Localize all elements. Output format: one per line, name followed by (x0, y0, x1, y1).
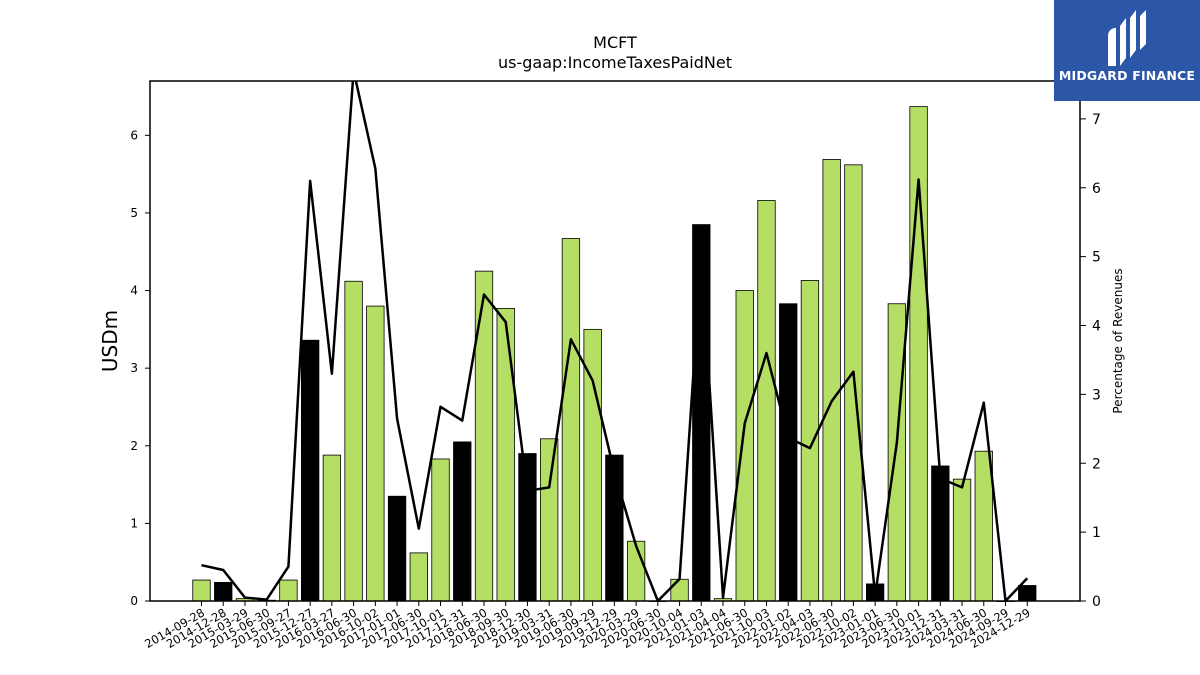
bar-2019-12-29 (605, 454, 624, 602)
plot-frame (149, 80, 1081, 602)
bar-2022-01-02 (779, 303, 798, 602)
y-tick-label: 4 (130, 284, 138, 298)
y-tick-label: 3 (130, 361, 138, 375)
bar-2017-12-31 (453, 441, 472, 602)
bar-2015-09-27 (279, 579, 298, 602)
bar-2016-10-02 (366, 305, 385, 602)
bar-2014-09-28 (192, 579, 211, 602)
bar-2024-12-29 (1018, 585, 1037, 602)
midgard-logo-icon (1108, 10, 1146, 66)
chart-subtitle: us-gaap:IncomeTaxesPaidNet (498, 53, 732, 72)
bar-2016-06-30 (344, 280, 363, 602)
logo-text: MIDGARD FINANCE (1058, 68, 1196, 83)
bar-2018-06-30 (474, 270, 494, 602)
bar-2018-09-30 (496, 308, 515, 602)
bar-2014-12-28 (214, 581, 233, 602)
bar-2022-06-30 (822, 158, 841, 602)
y2-tick-label: 3 (1092, 387, 1101, 403)
revenue-percentage-line (201, 81, 1029, 601)
x-axis: 2014-09-282014-12-282015-03-292015-06-30… (142, 601, 1033, 651)
bar-2016-03-27 (322, 454, 342, 602)
y2-tick-label: 1 (1092, 525, 1101, 541)
bar-2023-12-31 (931, 465, 950, 602)
bar-2024-06-30 (974, 450, 993, 602)
chart-title: MCFT (593, 33, 637, 52)
bar-2019-06-30 (561, 238, 581, 602)
bar-2015-12-27 (300, 339, 320, 602)
y2-tick-label: 0 (1092, 594, 1101, 610)
bar-2021-01-03 (692, 224, 711, 602)
bar-2020-03-29 (626, 540, 646, 602)
bar-2022-04-03 (800, 280, 820, 602)
bars-group (192, 106, 1037, 602)
y-tick-label: 1 (130, 516, 138, 530)
y2-tick-label: 2 (1092, 456, 1101, 472)
y2-tick-label: 6 (1092, 181, 1101, 197)
bar-2023-06-30 (887, 303, 907, 602)
bar-2021-10-03 (757, 200, 776, 602)
bar-2021-06-30 (735, 290, 754, 602)
brand-logo: MIDGARD FINANCE (1054, 0, 1200, 101)
y2-axis-label: Percentage of Revenues (1111, 268, 1125, 413)
y2-tick-label: 4 (1092, 319, 1101, 335)
bar-2019-03-31 (540, 438, 559, 602)
y-axis-label: USDm (98, 310, 122, 372)
y-tick-label: 2 (130, 439, 138, 453)
bar-2017-10-01 (431, 458, 450, 602)
y2-tick-label: 7 (1092, 112, 1101, 128)
y-tick-label: 6 (130, 128, 138, 142)
y-tick-label: 5 (130, 206, 138, 220)
right-axis: 0 1 2 3 4 5 6 7 (1080, 112, 1101, 610)
y2-tick-label: 5 (1092, 250, 1101, 266)
bar-2018-12-30 (518, 453, 537, 602)
bar-2017-06-30 (409, 552, 428, 602)
bar-2020-10-04 (670, 578, 689, 602)
line-group (201, 81, 1029, 601)
bar-2017-01-01 (387, 495, 407, 602)
y-tick-label: 0 (130, 594, 138, 608)
bar-2024-03-31 (952, 478, 972, 602)
left-axis: 0 1 2 3 4 5 6 (130, 128, 150, 608)
